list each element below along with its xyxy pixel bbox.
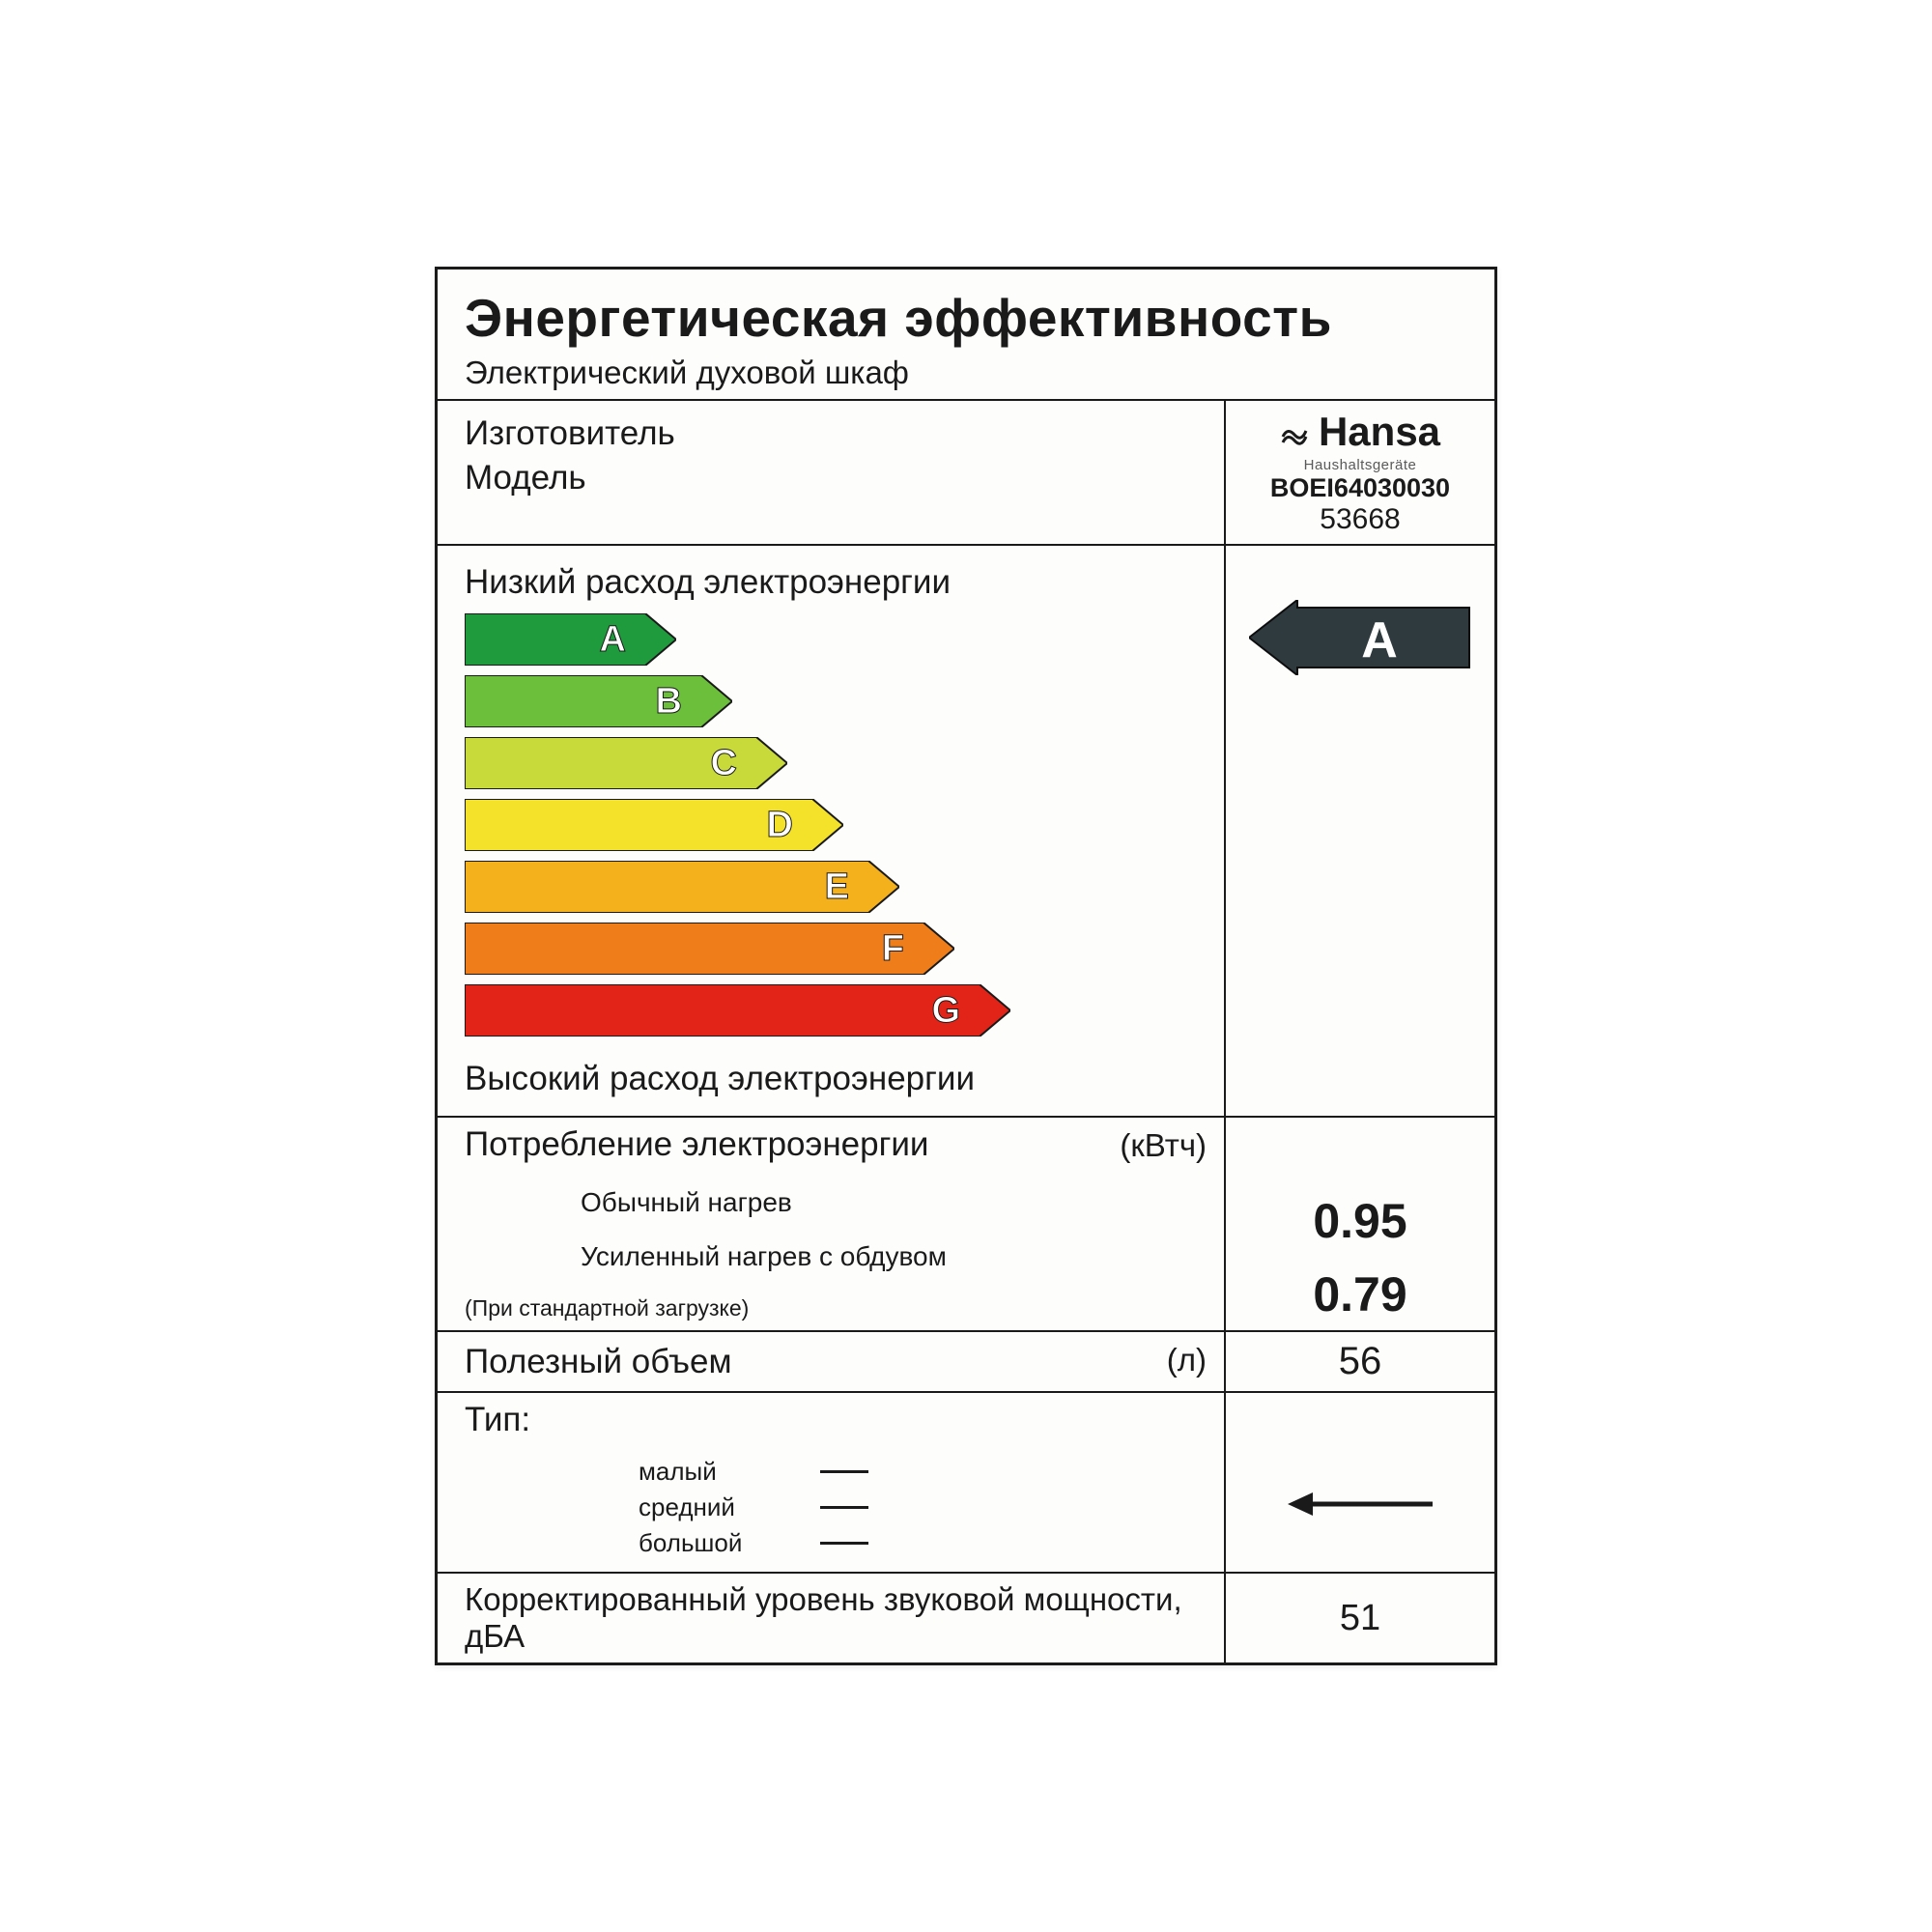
- consumption-value-0: 0.95: [1313, 1193, 1406, 1249]
- consumption-item-1: Усиленный нагрев с обдувом: [465, 1241, 1207, 1272]
- header-row: Изготовитель Модель Hansa Haushaltsgerät…: [438, 399, 1494, 544]
- svg-text:A: A: [600, 619, 626, 660]
- type-label: Тип:: [465, 1401, 1207, 1439]
- consumption-value-1: 0.79: [1313, 1266, 1406, 1322]
- efficiency-bar-E: E: [465, 861, 1207, 913]
- brand-name: Hansa: [1319, 409, 1440, 455]
- efficiency-bar-D: D: [465, 799, 1207, 851]
- volume-value: 56: [1339, 1340, 1382, 1383]
- svg-text:A: A: [1361, 612, 1398, 668]
- dash-icon: [820, 1506, 868, 1509]
- volume-row: Полезный объем (л) 56: [438, 1330, 1494, 1391]
- svg-text:E: E: [825, 867, 849, 907]
- svg-text:C: C: [711, 743, 737, 783]
- sound-label: Корректированный уровень звуковой мощнос…: [465, 1581, 1207, 1655]
- brand-model: BOEI64030030: [1270, 473, 1450, 503]
- consumption-item-0: Обычный нагрев: [465, 1187, 1207, 1218]
- rating-arrow-icon: A: [1249, 600, 1471, 675]
- dash-icon: [820, 1470, 868, 1473]
- consumption-note: (При стандартной загрузке): [465, 1295, 1207, 1321]
- brand-logo-icon: [1280, 417, 1309, 446]
- brand-box: Hansa Haushaltsgeräte BOEI64030030 53668: [1224, 401, 1494, 544]
- efficiency-high-label: Высокий расход электроэнергии: [465, 1050, 1207, 1108]
- efficiency-bars: ABCDEFG: [465, 613, 1207, 1050]
- type-option-2: большой: [639, 1528, 1207, 1558]
- volume-unit: (л): [1167, 1342, 1207, 1378]
- efficiency-bar-A: A: [465, 613, 1207, 666]
- type-option-0: малый: [639, 1457, 1207, 1487]
- manufacturer-label: Изготовитель: [465, 414, 1207, 453]
- brand-code: 53668: [1320, 503, 1400, 536]
- efficiency-bar-G: G: [465, 984, 1207, 1037]
- efficiency-low-label: Низкий расход электроэнергии: [465, 554, 1207, 613]
- sound-row: Корректированный уровень звуковой мощнос…: [438, 1572, 1494, 1662]
- type-option-name: малый: [639, 1457, 803, 1487]
- svg-text:D: D: [767, 805, 793, 845]
- model-label: Модель: [465, 459, 1207, 497]
- svg-text:B: B: [656, 681, 682, 722]
- sound-value: 51: [1340, 1598, 1380, 1639]
- efficiency-bar-F: F: [465, 923, 1207, 975]
- energy-label: Энергетическая эффективность Электрическ…: [435, 267, 1497, 1665]
- type-option-1: средний: [639, 1492, 1207, 1522]
- type-selected-arrow-icon: [1288, 1490, 1433, 1519]
- consumption-unit: (кВтч): [1120, 1127, 1207, 1164]
- volume-label: Полезный объем: [465, 1343, 732, 1381]
- consumption-label: Потребление электроэнергии: [465, 1125, 1207, 1164]
- product-subtitle: Электрический духовой шкаф: [438, 355, 1494, 399]
- type-options: малый средний большой: [465, 1457, 1207, 1558]
- type-row: Тип: малый средний большой: [438, 1391, 1494, 1572]
- dash-icon: [820, 1542, 868, 1545]
- efficiency-bar-C: C: [465, 737, 1207, 789]
- main-title: Энергетическая эффективность: [438, 270, 1494, 355]
- consumption-row: Потребление электроэнергии (кВтч) Обычны…: [438, 1116, 1494, 1330]
- brand-tagline: Haushaltsgeräte: [1304, 457, 1417, 473]
- efficiency-row: Низкий расход электроэнергии ABCDEFG Выс…: [438, 544, 1494, 1116]
- type-option-name: большой: [639, 1528, 803, 1558]
- svg-text:G: G: [931, 990, 960, 1031]
- svg-text:F: F: [882, 928, 904, 969]
- efficiency-bar-B: B: [465, 675, 1207, 727]
- type-option-name: средний: [639, 1492, 803, 1522]
